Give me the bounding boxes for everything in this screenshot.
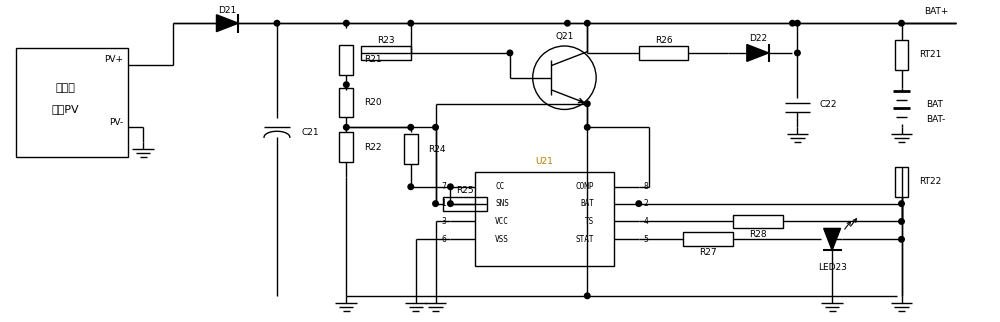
Circle shape	[795, 50, 800, 56]
Text: TS: TS	[585, 217, 594, 226]
Bar	[475, 172, 614, 266]
Text: C22: C22	[819, 100, 837, 109]
Text: BAT-: BAT-	[926, 115, 946, 124]
Text: U21: U21	[536, 157, 554, 166]
Circle shape	[344, 125, 349, 130]
Text: 3: 3	[441, 217, 446, 226]
Text: D22: D22	[749, 33, 767, 43]
Circle shape	[408, 184, 414, 190]
Text: D21: D21	[218, 6, 236, 15]
Polygon shape	[747, 44, 769, 62]
Polygon shape	[216, 15, 238, 32]
Text: VCC: VCC	[495, 217, 509, 226]
Text: RT21: RT21	[919, 51, 942, 60]
Circle shape	[408, 125, 414, 130]
Circle shape	[274, 20, 280, 26]
Text: COMP: COMP	[576, 182, 594, 191]
Text: 6: 6	[441, 235, 446, 244]
Text: 电池PV: 电池PV	[52, 104, 80, 114]
Text: R27: R27	[699, 248, 717, 257]
Circle shape	[636, 201, 642, 206]
Circle shape	[344, 82, 349, 88]
Text: CC: CC	[495, 182, 504, 191]
Text: R20: R20	[364, 98, 382, 107]
Polygon shape	[824, 228, 841, 250]
Text: LED23: LED23	[818, 262, 847, 271]
Text: BAT+: BAT+	[924, 7, 948, 16]
Circle shape	[408, 20, 414, 26]
Text: 7: 7	[441, 182, 446, 191]
Text: PV-: PV-	[109, 118, 123, 127]
Circle shape	[585, 20, 590, 26]
Bar	[683, 232, 733, 246]
Circle shape	[565, 20, 570, 26]
Bar	[443, 197, 487, 211]
Circle shape	[899, 219, 904, 224]
Circle shape	[790, 20, 795, 26]
Text: R26: R26	[655, 35, 672, 44]
Text: 太阳能: 太阳能	[56, 83, 76, 93]
Circle shape	[433, 201, 438, 206]
Text: R21: R21	[364, 55, 382, 64]
Bar	[339, 88, 353, 118]
Text: 8: 8	[643, 182, 648, 191]
Text: BAT: BAT	[926, 100, 943, 109]
Bar	[639, 46, 688, 60]
Circle shape	[507, 50, 513, 56]
Bar	[361, 46, 411, 60]
Text: 5: 5	[643, 235, 648, 244]
Bar	[733, 214, 783, 228]
Bar	[895, 40, 908, 70]
Text: R23: R23	[377, 35, 395, 44]
Circle shape	[899, 201, 904, 206]
Text: BAT: BAT	[580, 199, 594, 208]
Circle shape	[899, 237, 904, 242]
Text: R24: R24	[429, 145, 446, 154]
Circle shape	[585, 101, 590, 107]
Bar	[895, 167, 908, 197]
Circle shape	[448, 201, 453, 206]
Text: R25: R25	[456, 186, 474, 195]
Circle shape	[585, 125, 590, 130]
Circle shape	[585, 293, 590, 298]
Circle shape	[899, 20, 904, 26]
Text: VSS: VSS	[495, 235, 509, 244]
Text: 2: 2	[643, 199, 648, 208]
Circle shape	[344, 20, 349, 26]
Circle shape	[795, 20, 800, 26]
Text: R22: R22	[364, 143, 382, 152]
Bar	[404, 134, 418, 164]
Text: SNS: SNS	[495, 199, 509, 208]
Text: RT22: RT22	[919, 177, 942, 186]
Text: 4: 4	[643, 217, 648, 226]
Text: PV+: PV+	[104, 55, 123, 64]
Bar	[339, 45, 353, 75]
Text: R28: R28	[749, 230, 767, 239]
Text: STAT: STAT	[576, 235, 594, 244]
Text: 1: 1	[441, 199, 446, 208]
Text: Q21: Q21	[555, 32, 574, 41]
Bar	[16, 48, 128, 157]
Circle shape	[433, 125, 438, 130]
Bar	[339, 132, 353, 162]
Text: C21: C21	[302, 128, 319, 137]
Circle shape	[448, 184, 453, 190]
